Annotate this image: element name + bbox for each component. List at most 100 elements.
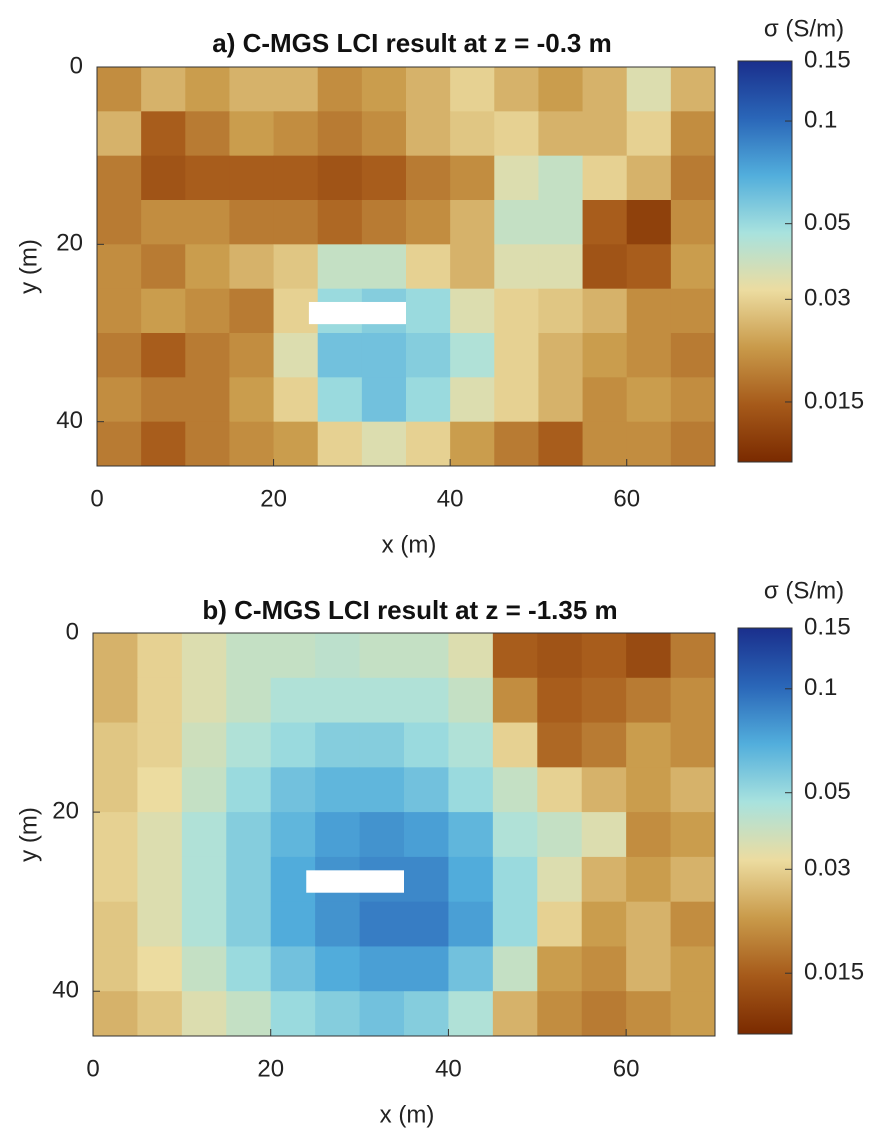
heat-cell (492, 767, 538, 813)
heat-cell (404, 901, 449, 947)
heat-cell (317, 67, 363, 112)
heat-cell (137, 722, 183, 768)
x-tick-label: 40 (437, 485, 464, 512)
heat-cell (181, 991, 227, 1037)
heat-cell (670, 991, 716, 1037)
colorbar-tick-label: 0.1 (804, 106, 837, 133)
heat-cell (97, 333, 142, 378)
heat-cell (582, 67, 628, 112)
heat-cell (582, 288, 628, 334)
heat-cell (582, 421, 628, 467)
heat-cell (273, 200, 319, 245)
heat-cell (492, 722, 538, 768)
colorbar-label: σ (S/m) (764, 15, 844, 42)
heat-cell (581, 901, 627, 947)
heat-cell (97, 67, 142, 112)
heat-cell (270, 991, 316, 1037)
heat-cell (494, 111, 539, 157)
heat-cell (229, 377, 275, 423)
heat-cell (93, 767, 138, 813)
heat-cell (581, 767, 627, 813)
heat-cell (626, 377, 672, 423)
chart-title: b) C-MGS LCI result at z = -1.35 m (202, 595, 617, 625)
heat-cell (626, 111, 672, 157)
heat-cell (626, 155, 672, 201)
heat-cell (97, 421, 142, 467)
heat-cell (670, 677, 716, 724)
heat-cell (448, 767, 494, 813)
colorbar-tick-label: 0.015 (804, 959, 864, 986)
heat-cell (404, 812, 449, 858)
heat-cell (226, 812, 272, 858)
y-axis-label: y (m) (15, 239, 42, 294)
heat-cell (359, 722, 405, 768)
heat-cell (626, 677, 672, 724)
heat-cell (626, 333, 672, 378)
heat-cell (537, 633, 583, 679)
heat-cell (448, 633, 494, 679)
x-tick-label: 0 (90, 485, 103, 512)
heat-cell (492, 856, 538, 903)
heat-cell (406, 155, 451, 201)
heat-cell (670, 288, 716, 334)
heat-cell (492, 677, 538, 724)
heat-cell (137, 901, 183, 947)
heat-cell (141, 244, 186, 290)
heat-cell (581, 633, 627, 679)
heat-cell (670, 633, 716, 679)
heat-cell (537, 856, 583, 903)
heat-cell (315, 991, 361, 1037)
heat-cell (581, 856, 627, 903)
heat-cell (538, 155, 584, 201)
x-tick-label: 20 (260, 485, 287, 512)
heat-cell (582, 333, 628, 378)
heat-cell (538, 377, 584, 423)
heat-cell (537, 767, 583, 813)
colorbar-tick-label: 0.05 (804, 209, 851, 236)
heat-cell (359, 991, 405, 1037)
heat-cell (226, 946, 272, 992)
heat-cell (404, 946, 449, 992)
heat-cell (93, 677, 138, 724)
colorbar-tick-label: 0.015 (804, 387, 864, 414)
heat-cell (317, 421, 363, 467)
heat-cell (93, 856, 138, 903)
heat-cell (626, 946, 672, 992)
chart-title: a) C-MGS LCI result at z = -0.3 m (212, 28, 611, 58)
heat-cell (670, 812, 716, 858)
heat-cell (582, 377, 628, 423)
heat-cell (448, 991, 494, 1037)
heat-cell (581, 812, 627, 858)
x-axis-label: x (m) (382, 531, 437, 558)
heat-cell (97, 155, 142, 201)
heat-cell (450, 155, 495, 201)
heat-cell (315, 722, 361, 768)
heat-cell (626, 67, 672, 112)
axes-frame (92, 632, 716, 1037)
heat-cell (582, 111, 628, 157)
y-tick-label: 0 (70, 52, 83, 79)
heat-cell (273, 421, 319, 467)
heat-cell (185, 200, 230, 245)
heat-cell (670, 767, 716, 813)
heat-cell (93, 812, 138, 858)
heat-cell (185, 155, 230, 201)
heat-cell (670, 333, 716, 378)
heat-cell (93, 722, 138, 768)
heat-cell (450, 333, 495, 378)
colorbar-tick-label: 0.03 (804, 285, 851, 312)
heat-cell (406, 200, 451, 245)
heat-cell (450, 377, 495, 423)
heat-cell (626, 812, 672, 858)
heat-cell (670, 856, 716, 903)
heat-cell (229, 288, 275, 334)
heat-cell (494, 155, 539, 201)
heat-cell (448, 677, 494, 724)
heat-cell (450, 111, 495, 157)
heat-cell (229, 111, 275, 157)
heat-cell (450, 244, 495, 290)
heat-cell (273, 111, 319, 157)
heat-cell (404, 677, 449, 724)
heat-cell (494, 200, 539, 245)
heat-cell (492, 991, 538, 1037)
